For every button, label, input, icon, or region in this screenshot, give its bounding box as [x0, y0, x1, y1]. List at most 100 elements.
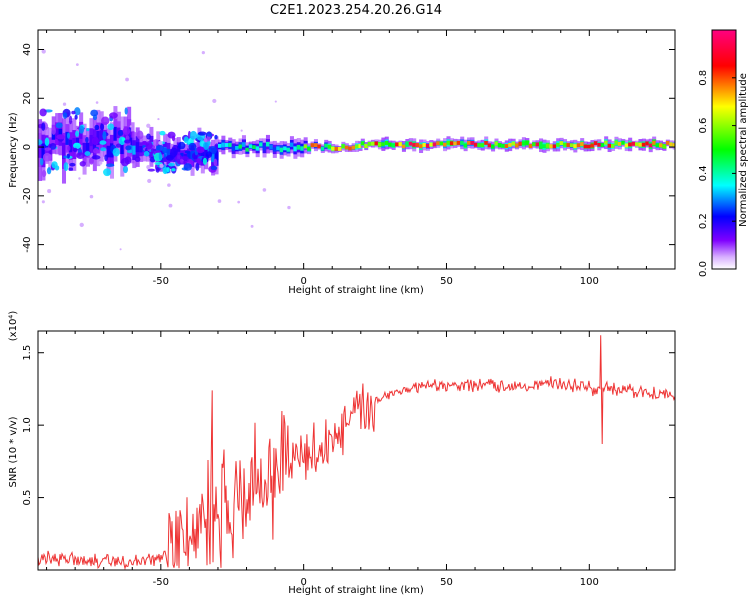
heatmap-cell: [436, 141, 441, 146]
heatmap-blob: [145, 141, 153, 150]
heatmap-cell: [245, 147, 250, 152]
heatmap-blob: [38, 139, 43, 146]
snr-plot: -50 0 50 100 0.5 1.0 1.5 Height of straight li…: [8, 30, 676, 596]
heatmap-cell: [96, 130, 101, 146]
heatmap-cell: [286, 147, 291, 152]
heatmap-cell: [614, 140, 619, 145]
heatmap-blob: [126, 149, 134, 154]
heatmap-cell: [334, 146, 339, 151]
heatmap-cell: [665, 140, 670, 145]
heatmap-cell: [563, 142, 568, 147]
heatmap-blob: [69, 115, 73, 125]
heatmap-cell: [429, 142, 434, 147]
heatmap-cell: [41, 143, 46, 159]
heatmap-blob: [166, 166, 170, 173]
x-tick-label: -50: [153, 276, 169, 287]
heatmap-speck: [119, 248, 122, 251]
heatmap-blob: [56, 134, 66, 140]
heatmap-blob: [39, 158, 44, 166]
colorbar-ticks: 0.0 0.2 0.4 0.6 0.8: [698, 70, 736, 277]
heatmap-blob: [196, 158, 202, 164]
y-tick-label: 1.5: [22, 345, 33, 361]
heatmap-cell: [89, 134, 94, 147]
heatmap-speck: [237, 200, 241, 204]
heatmap-blob: [123, 139, 131, 144]
heatmap-blob: [189, 130, 198, 140]
colorbar-label: Normalized spectral amplitude: [738, 73, 749, 227]
heatmap-blob: [155, 166, 160, 173]
heatmap-cell: [587, 144, 592, 149]
heatmap-cell: [374, 141, 379, 146]
heatmap-cell: [283, 146, 288, 151]
heatmap-blob: [104, 154, 108, 162]
heatmap-speck: [41, 200, 45, 204]
heatmap-blob: [75, 130, 80, 137]
heatmap-blob: [105, 163, 115, 167]
heatmap-blob: [67, 145, 71, 151]
heatmap-blob: [100, 116, 110, 125]
heatmap-speck: [79, 222, 84, 228]
heatmap-speck: [62, 102, 67, 106]
heatmap-blob: [146, 133, 151, 140]
heatmap-blob: [124, 107, 128, 115]
heatmap-speck: [217, 199, 222, 203]
heatmap-speck: [147, 178, 152, 184]
heatmap-speck: [240, 129, 243, 132]
heatmap-cell: [381, 142, 386, 147]
heatmap-blob: [76, 152, 85, 160]
heatmap-cell: [238, 144, 243, 149]
heatmap-speck: [129, 125, 132, 128]
heatmap-blob: [62, 112, 68, 119]
heatmap-cell: [617, 141, 622, 146]
heatmap-cell: [120, 139, 125, 155]
heatmap-cell: [641, 142, 646, 147]
heatmap-blob: [143, 151, 150, 157]
heatmap-cell: [470, 140, 475, 145]
heatmap-cell: [597, 142, 602, 147]
heatmap-blob: [202, 157, 207, 165]
heatmap-cell: [511, 141, 516, 146]
heatmap-speck: [95, 101, 99, 104]
spectrogram-ticks: -50 0 50 100 -40 -20 0 20 40: [22, 30, 675, 287]
heatmap-cell: [501, 143, 506, 148]
heatmap-cell: [487, 143, 492, 148]
heatmap-blob: [109, 112, 118, 119]
heatmap-blob: [150, 148, 155, 154]
heatmap-cell: [351, 145, 356, 150]
heatmap-cell: [628, 142, 633, 147]
heatmap-blob: [90, 109, 99, 117]
heatmap-cell: [645, 141, 650, 146]
heatmap-cell: [341, 144, 346, 149]
heatmap-cell: [265, 141, 270, 147]
heatmap-cell: [494, 141, 499, 146]
heatmap-cell: [289, 142, 294, 147]
heatmap-cell: [648, 143, 653, 148]
heatmap-blob: [41, 169, 47, 178]
heatmap-blob: [188, 142, 197, 151]
heatmap-cell: [364, 144, 369, 148]
heatmap-cell: [187, 152, 192, 159]
heatmap-cell: [460, 140, 465, 145]
heatmap-cell: [432, 142, 437, 147]
heatmap-blob: [73, 142, 81, 149]
heatmap-cell: [348, 146, 353, 151]
heatmap-cell: [51, 130, 56, 140]
heatmap-cell: [456, 140, 461, 145]
heatmap-cell: [344, 145, 349, 150]
heatmap-blob: [66, 153, 70, 159]
heatmap-cell: [241, 142, 246, 147]
y-tick-label: -20: [22, 188, 33, 204]
heatmap-blob: [78, 125, 85, 134]
heatmap-cell: [224, 143, 229, 147]
heatmap-cell: [113, 126, 118, 141]
heatmap-blob: [72, 147, 78, 153]
heatmap-cell: [604, 140, 609, 145]
colorbar-tick-label: 0.0: [698, 261, 709, 277]
heatmap-blob: [183, 136, 189, 144]
heatmap-cell: [166, 148, 171, 159]
heatmap-cell: [307, 146, 312, 151]
x-tick-label: 0: [300, 577, 306, 588]
heatmap-cell: [621, 140, 626, 145]
spectrogram-plot: -50 0 50 100 -40 -20 0 20 40 Height of straight …: [8, 29, 676, 296]
heatmap-cell: [331, 146, 336, 151]
